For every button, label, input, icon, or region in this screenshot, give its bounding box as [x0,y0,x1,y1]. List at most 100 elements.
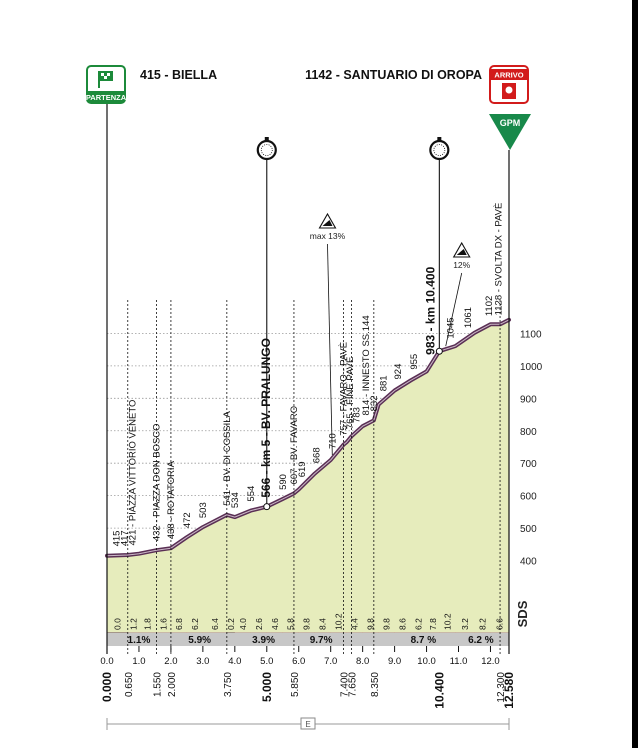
km-distance-label: 5.000 [260,672,274,702]
x-tick-label: 3.0 [196,656,209,667]
slope-label: 6.2 [190,618,200,630]
timing-dot [263,503,271,511]
point-label: 1061 [463,307,474,328]
max-gradient-pointer [445,272,463,347]
y-tick-label: 600 [520,492,537,503]
x-tick-label: 4.0 [228,656,241,667]
page-edge [632,0,638,748]
slope-label: 2.6 [254,618,264,630]
point-label: 432 - PIAZZA DON BOSCO [152,423,163,541]
stopwatch-crown [437,137,442,140]
x-tick-label: 6.0 [292,656,305,667]
start-badge-label: PARTENZA [86,93,127,102]
point-label: 924 [393,364,404,380]
slope-label: 4.4 [350,618,360,630]
x-tick-label: 10.0 [417,656,436,667]
y-tick-label: 1100 [520,329,542,340]
point-label: 607 - BV. FAVARO [289,406,300,485]
flag-icon [98,71,113,88]
slope-label: 1.6 [159,618,169,630]
slope-label: 4.6 [270,618,280,630]
km-distance-label: 7.650 [347,672,358,697]
slope-label: 9.8 [302,618,312,630]
footer-box-label: E [305,720,310,729]
slope-label: 4.0 [238,618,248,630]
start-location: 415 - BIELLA [140,68,217,82]
point-label: 983 - km 10.400 [423,266,437,354]
avg-gradient-label: 8.7 % [411,635,437,646]
steep-fill [322,220,333,226]
point-label: 881 [378,375,389,391]
profile-area [107,319,509,632]
finish-badge: ARRIVO [489,65,529,104]
km-distance-label: 0.650 [124,672,135,697]
y-tick-label: 400 [520,557,537,568]
gpm-marker: GPM [489,114,531,150]
km-distance-label: 1.550 [153,672,164,697]
x-tick-label: 2.0 [164,656,177,667]
finish-location: 1142 - SANTUARIO DI OROPA [305,68,482,82]
km-distance-label: 8.350 [370,672,381,697]
point-label: 534 [230,492,241,508]
x-tick-label: 5.0 [260,656,273,667]
slope-label: 6.6 [495,618,505,630]
slope-label: 9.8 [382,618,392,630]
slope-label: 1.2 [128,618,138,630]
point-label: 668 [311,447,322,463]
stopwatch-dial [260,144,273,156]
slope-label: 6.8 [174,618,184,630]
avg-gradient-label: 5.9% [188,635,211,646]
km-distance-label: 7.400 [339,672,350,697]
slope-label: 8.6 [398,618,408,630]
steep-fill [456,249,467,255]
point-label: 590 [278,474,289,490]
y-tick-label: 900 [520,394,537,405]
max-gradient-icon [452,241,471,258]
avg-gradient-label: 1.1% [128,635,151,646]
slope-label: 7.8 [428,618,438,630]
km-distance-label: 3.750 [223,672,234,697]
x-tick-label: 12.0 [481,656,500,667]
max-gradient-pointer [327,243,333,456]
x-tick-label: 0.0 [100,656,113,667]
stopwatch-icon [429,137,450,161]
gpm-label: GPM [500,118,521,128]
slope-label: 10.2 [334,613,344,630]
slope-label: 3.2 [460,618,470,630]
finish-badge-label: ARRIVO [494,71,523,80]
stopwatch-icon [256,137,277,161]
point-label: 472 [182,512,193,528]
slope-label: 8.4 [318,618,328,630]
km-distance-label: 0.000 [100,672,114,702]
point-label: 814 - INNESTO SS.144 [361,315,372,415]
km-distance-label: 12.580 [502,672,516,709]
x-tick-label: 8.0 [356,656,369,667]
km-distance-label: 10.400 [432,672,446,709]
slope-label: 5.8 [286,618,296,630]
point-label: 421 - PIAZZA VITTORIO VENETO [128,400,139,546]
slope-label: 6.4 [210,618,220,630]
finish-line-icon [502,83,516,99]
km-distance-label: 12.300 [496,672,507,703]
y-tick-label: 800 [520,427,537,438]
point-label: 1045 [446,317,457,338]
y-tick-label: 500 [520,524,537,535]
point-label: 554 [246,486,257,502]
y-tick-label: 700 [520,459,537,470]
x-tick-label: 9.0 [388,656,401,667]
x-tick-label: 7.0 [324,656,337,667]
stopwatch-face [256,139,277,161]
avg-gradient-label: 9.7% [310,635,333,646]
point-label: 541 - BV. DI COSSILA [222,410,233,505]
timing-dot [435,347,443,355]
avg-gradient-label: 6.2 % [468,635,494,646]
start-badge: PARTENZA [86,65,127,104]
point-label: 757 - FAVARO - PAVÈ [338,342,349,436]
max-gradient-icon [318,212,337,229]
max-gradient-label: max 13% [310,231,346,241]
stopwatch-crown [264,137,269,140]
point-label: 503 [198,502,209,518]
km-distance-label: 2.000 [167,672,178,697]
